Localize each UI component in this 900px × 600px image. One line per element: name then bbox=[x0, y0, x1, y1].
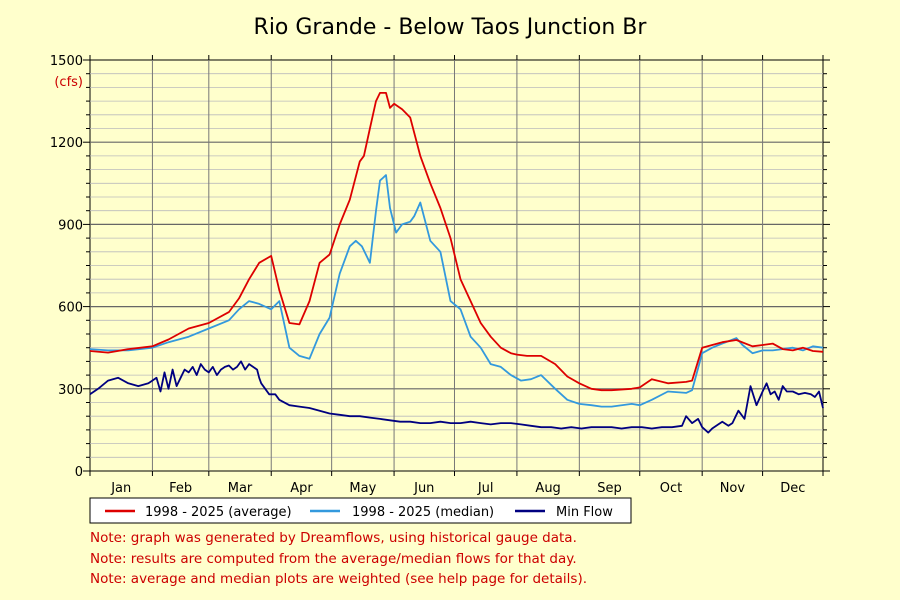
series-line-1998-2025-median bbox=[89, 174, 824, 408]
note-line: Note: average and median plots are weigh… bbox=[90, 571, 588, 587]
y-tick-label: 900 bbox=[58, 218, 83, 233]
legend-label-median: 1998 - 2025 (median) bbox=[352, 505, 494, 520]
x-tick-label: Aug bbox=[535, 481, 560, 496]
chart-title: Rio Grande - Below Taos Junction Br bbox=[254, 15, 648, 40]
y-tick-label: 300 bbox=[58, 383, 83, 398]
x-tick-label: Mar bbox=[228, 481, 253, 496]
x-tick-label: Apr bbox=[290, 481, 313, 496]
note-line: Note: graph was generated by Dreamflows,… bbox=[90, 530, 577, 546]
legend-label-min-flow: Min Flow bbox=[556, 505, 613, 520]
x-tick-label: Feb bbox=[169, 481, 192, 496]
legend: 1998 - 2025 (average) 1998 - 2025 (media… bbox=[89, 497, 632, 524]
note-line: Note: results are computed from the aver… bbox=[90, 550, 577, 567]
y-tick-label: 0 bbox=[75, 465, 83, 480]
y-tick-label: 1500 bbox=[50, 54, 83, 69]
notes: Note: graph was generated by Dreamflows,… bbox=[90, 528, 587, 590]
x-tick-label: Jan bbox=[110, 481, 131, 496]
x-tick-label: May bbox=[349, 481, 376, 496]
y-unit-label: (cfs) bbox=[54, 75, 83, 90]
axis-ticks bbox=[83, 55, 830, 476]
series-lines bbox=[89, 92, 824, 434]
x-tick-label: Oct bbox=[660, 481, 682, 496]
x-axis-labels: Jan Feb Mar Apr May Jun Jul Aug Sep Oct Nov Dec bbox=[110, 481, 805, 496]
x-tick-label: Nov bbox=[720, 481, 746, 496]
x-tick-label: Sep bbox=[597, 481, 622, 496]
series-line-min-flow bbox=[89, 360, 824, 434]
x-tick-label: Jul bbox=[477, 481, 494, 496]
series-line-1998-2025-average bbox=[89, 92, 824, 392]
x-tick-label: Jun bbox=[413, 481, 434, 496]
y-axis-labels: 0 300 600 900 1200 1500 bbox=[50, 54, 83, 480]
y-tick-label: 600 bbox=[58, 301, 83, 316]
grid bbox=[90, 60, 823, 471]
x-tick-label: Dec bbox=[780, 481, 805, 496]
y-tick-label: 1200 bbox=[50, 136, 83, 151]
legend-label-average: 1998 - 2025 (average) bbox=[145, 505, 292, 520]
